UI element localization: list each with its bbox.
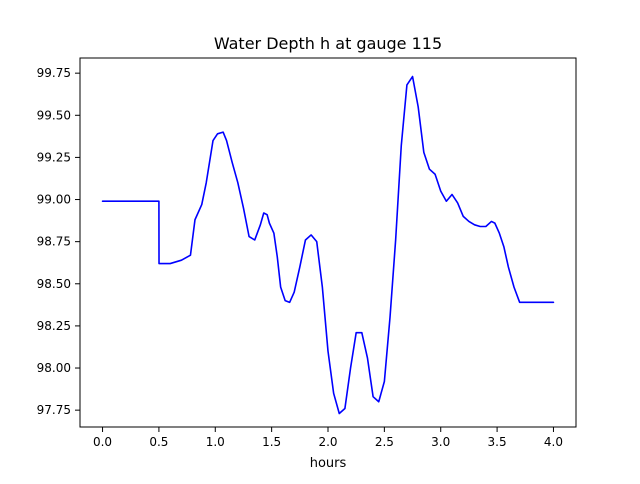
y-tick-label: 98.25 bbox=[37, 319, 71, 333]
y-axis-ticks: 97.75 98.00 98.25 98.50 98.75 99.00 99.25 99.50… bbox=[37, 66, 80, 417]
y-tick-label: 99.75 bbox=[37, 66, 71, 80]
x-tick-label: 4.0 bbox=[544, 435, 563, 449]
x-tick-label: 0.0 bbox=[93, 435, 112, 449]
y-tick-label: 99.00 bbox=[37, 193, 71, 207]
x-tick-label: 1.5 bbox=[262, 435, 281, 449]
y-tick-label: 97.75 bbox=[37, 403, 71, 417]
plot-frame bbox=[79, 57, 577, 428]
x-axis-label: hours bbox=[310, 456, 347, 471]
x-tick-label: 2.0 bbox=[318, 435, 337, 449]
plot-area-background bbox=[80, 58, 576, 427]
chart-title: Water Depth h at gauge 115 bbox=[214, 34, 442, 53]
x-tick-label: 3.0 bbox=[431, 435, 450, 449]
plot-region bbox=[101, 75, 555, 415]
x-tick-label: 0.5 bbox=[149, 435, 168, 449]
x-tick-label: 1.0 bbox=[206, 435, 225, 449]
series-line bbox=[101, 75, 555, 415]
x-tick-label: 3.5 bbox=[488, 435, 507, 449]
y-tick-label: 99.50 bbox=[37, 108, 71, 122]
y-tick-label: 98.50 bbox=[37, 277, 71, 291]
y-tick-label: 98.75 bbox=[37, 235, 71, 249]
y-tick-label: 99.25 bbox=[37, 150, 71, 164]
x-tick-label: 2.5 bbox=[375, 435, 394, 449]
y-tick-label: 98.00 bbox=[37, 361, 71, 375]
x-axis-ticks: 0.0 0.5 1.0 1.5 2.0 2.5 3.0 3.5 4.0 bbox=[93, 427, 563, 449]
